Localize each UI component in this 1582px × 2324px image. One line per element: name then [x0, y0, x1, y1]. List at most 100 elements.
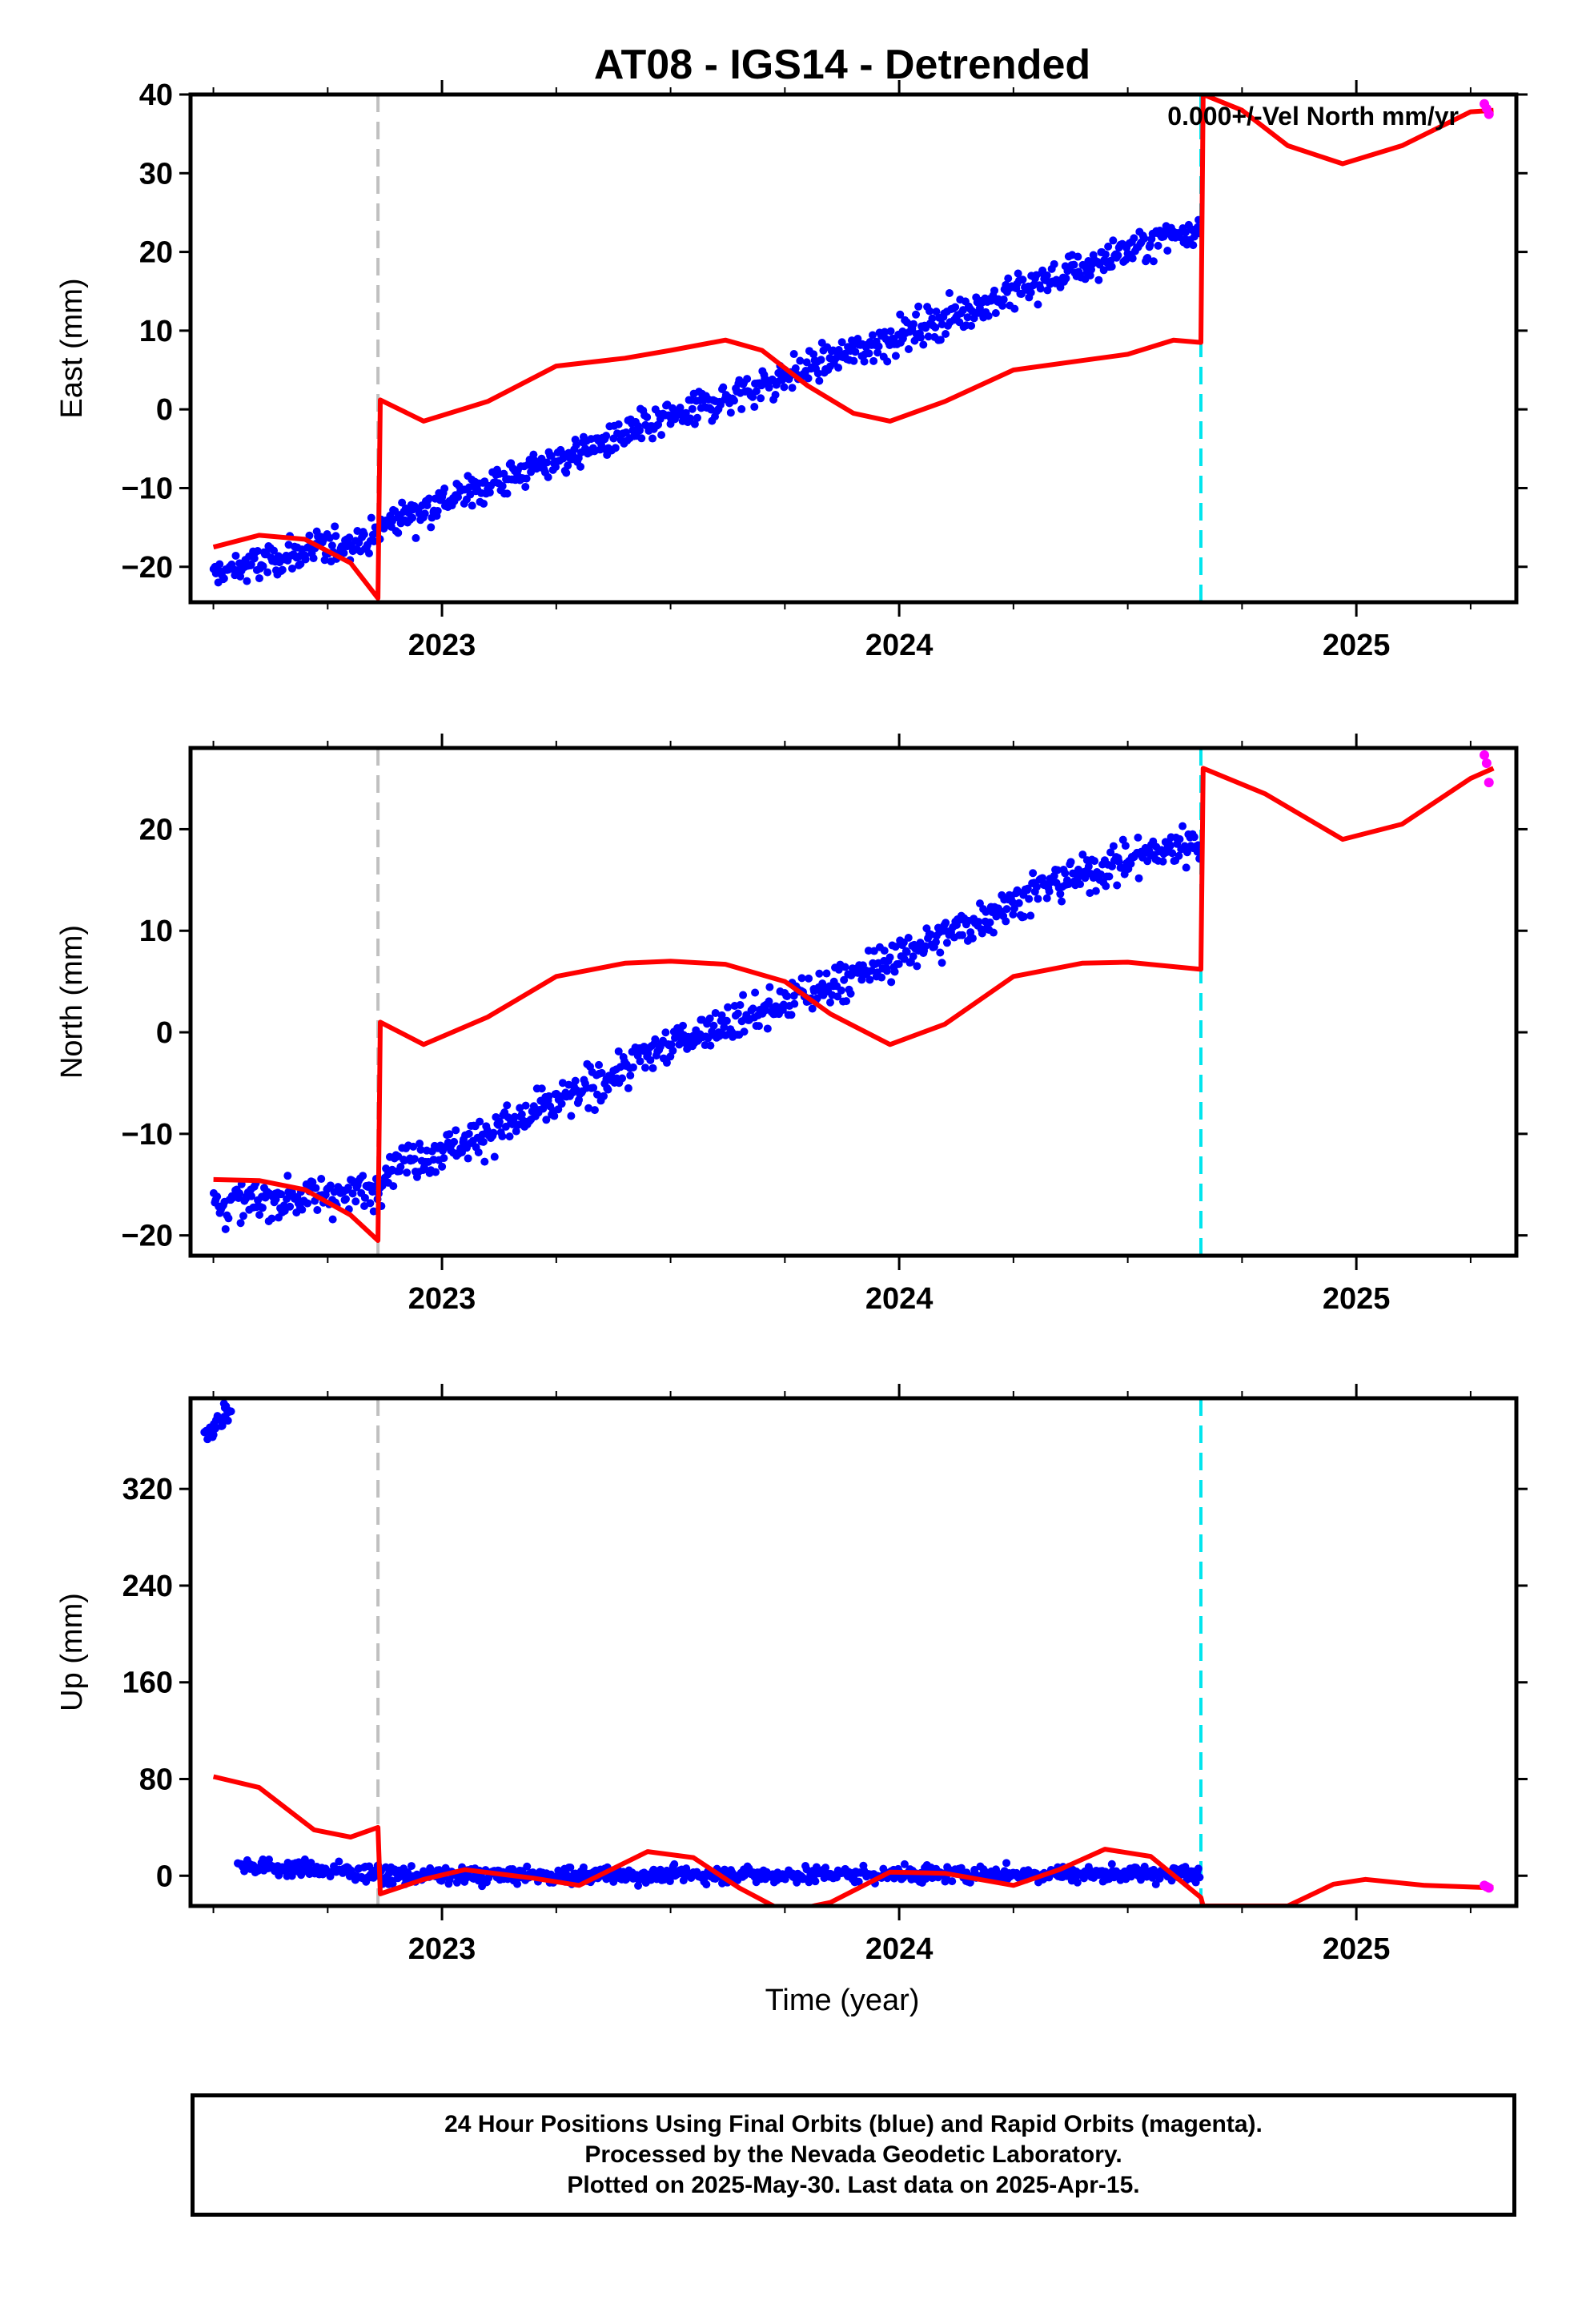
north-final-point [909, 952, 917, 961]
east-final-point [1104, 242, 1113, 251]
up-panel: 0 80 160 240 320 2023 2024 2025 Up (mm) [55, 1384, 1528, 1966]
east-final-point [1018, 275, 1027, 284]
north-final-point [360, 1193, 369, 1202]
north-final-point [495, 1117, 504, 1126]
east-final-point [1101, 250, 1110, 259]
north-final-point [1056, 890, 1065, 899]
north-final-point [722, 1016, 731, 1025]
up-y-tick-label: 240 [122, 1570, 173, 1603]
east-final-point [319, 536, 327, 545]
east-final-point [253, 546, 262, 555]
north-final-point [348, 1189, 357, 1198]
north-final-point [833, 992, 842, 1001]
north-final-point [865, 975, 874, 984]
north-final-point [542, 1116, 551, 1124]
north-final-point [479, 1137, 488, 1146]
up-final-point [811, 1877, 820, 1886]
north-final-point [736, 1000, 745, 1009]
north-final-point [1061, 869, 1070, 878]
east-panel: −20 −10 0 10 20 30 40 2023 2024 2025 East (mm) 0.00… [55, 78, 1528, 662]
north-final-point [936, 948, 945, 957]
up-y-tick-label: 0 [156, 1860, 173, 1893]
north-final-point [369, 1207, 378, 1216]
east-final-point [686, 414, 695, 423]
east-final-point [576, 462, 585, 471]
east-final-point [834, 364, 843, 372]
north-final-point [882, 967, 891, 975]
east-final-point [910, 336, 919, 345]
east-final-point [468, 501, 476, 510]
north-final-point [592, 1090, 601, 1099]
north-final-point [636, 1057, 644, 1066]
east-final-point [420, 509, 429, 518]
north-final-point [765, 997, 773, 1006]
north-y-tick-label: 20 [139, 813, 173, 846]
north-final-point [805, 974, 813, 983]
north-final-point [869, 947, 878, 955]
east-final-point [802, 358, 811, 367]
north-final-point [239, 1212, 248, 1220]
north-final-point [904, 934, 913, 943]
north-final-point [366, 1199, 375, 1208]
up-final-point [388, 1880, 397, 1888]
north-final-point [1109, 842, 1118, 850]
up-final-point [957, 1864, 966, 1872]
north-final-point [584, 1104, 593, 1112]
east-y-tick-label: 40 [139, 78, 173, 112]
north-rapid-orbit-point [1484, 778, 1494, 788]
north-final-point [1190, 833, 1199, 842]
north-final-point [440, 1154, 448, 1163]
north-final-point [474, 1148, 483, 1156]
north-final-point [822, 969, 831, 978]
north-final-point [489, 1128, 498, 1137]
east-x-tick-label: 2023 [408, 629, 476, 662]
east-final-point [365, 549, 374, 557]
up-x-tick-label: 2025 [1323, 1932, 1391, 1966]
east-final-point [1036, 284, 1045, 293]
east-final-point [730, 396, 739, 405]
north-final-point [968, 934, 977, 943]
north-panel: −20 −10 0 10 20 2023 2024 2025 North (mm) [55, 734, 1528, 1316]
north-x-tick-label: 2023 [408, 1282, 476, 1316]
north-final-point [624, 1084, 632, 1092]
east-final-point [967, 321, 976, 330]
up-final-point [793, 1878, 801, 1887]
east-final-point [398, 498, 407, 507]
north-final-point [544, 1092, 553, 1100]
up-final-point [1151, 1880, 1160, 1888]
north-final-point [1058, 897, 1066, 906]
east-final-point [891, 352, 900, 360]
north-final-point [733, 1009, 742, 1018]
north-plot-area [209, 748, 1495, 1256]
up-final-point [948, 1877, 957, 1886]
east-final-point [873, 348, 882, 357]
east-final-point [874, 342, 883, 351]
north-final-point [661, 1028, 670, 1037]
north-final-point [705, 1014, 714, 1023]
east-final-point [1140, 234, 1149, 243]
north-final-point [648, 1063, 657, 1072]
north-final-point [1026, 911, 1035, 920]
north-final-point [1014, 899, 1023, 907]
up-final-point [513, 1880, 522, 1888]
north-final-point [313, 1206, 322, 1215]
north-final-point [1029, 869, 1038, 878]
east-final-point [1043, 286, 1052, 295]
north-final-point [1086, 889, 1094, 898]
east-y-tick-label: −20 [122, 551, 173, 585]
north-final-point [958, 931, 966, 939]
east-final-orbit-points [209, 215, 1204, 587]
north-final-point [247, 1192, 256, 1200]
east-final-point [637, 434, 646, 443]
north-final-point [841, 963, 849, 971]
north-final-point [311, 1184, 320, 1192]
up-final-point [523, 1862, 532, 1871]
up-final-point [665, 1877, 674, 1886]
east-final-point [815, 376, 824, 385]
east-final-point [278, 565, 287, 574]
east-final-point [926, 307, 934, 316]
east-final-point [1128, 254, 1137, 263]
east-final-point [865, 349, 873, 358]
north-final-point [890, 967, 899, 976]
